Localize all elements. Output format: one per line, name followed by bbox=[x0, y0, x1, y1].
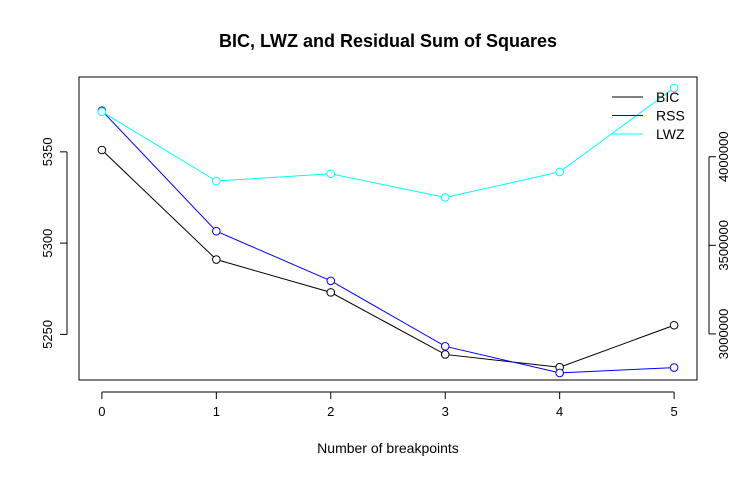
data-point-lwz bbox=[555, 167, 564, 177]
data-point-lwz bbox=[97, 107, 107, 116]
right-tick-label: 3000000 bbox=[716, 309, 731, 360]
data-point-lwz bbox=[440, 193, 450, 202]
data-point-lwz bbox=[326, 169, 336, 179]
data-point-lwz bbox=[669, 83, 679, 93]
data-point-bic bbox=[326, 288, 336, 297]
x-tick-label: 5 bbox=[670, 404, 677, 419]
legend-label-bic: BIC bbox=[656, 89, 679, 105]
right-tick-label: 4000000 bbox=[716, 131, 731, 182]
series-lwz bbox=[97, 83, 679, 202]
left-y-axis: 5250 5300 5350 bbox=[40, 137, 68, 349]
x-tick-label: 3 bbox=[442, 404, 449, 419]
legend: BIC RSS LWZ bbox=[612, 89, 685, 142]
series-bic bbox=[97, 145, 679, 372]
x-axis: 0 1 2 3 4 5 bbox=[98, 391, 678, 419]
data-point-rss bbox=[555, 368, 564, 378]
left-tick-label: 5350 bbox=[40, 137, 55, 166]
x-tick-label: 1 bbox=[213, 404, 220, 419]
right-y-axis: 3000000 3500000 4000000 bbox=[708, 131, 731, 360]
data-point-rss bbox=[212, 226, 221, 236]
right-tick-label: 3500000 bbox=[716, 220, 731, 271]
x-tick-label: 0 bbox=[98, 404, 105, 419]
data-point-bic bbox=[669, 320, 679, 330]
series-layer bbox=[97, 83, 679, 378]
series-line-lwz bbox=[101, 87, 675, 198]
x-axis-label: Number of breakpoints bbox=[317, 440, 459, 456]
legend-label-lwz: LWZ bbox=[656, 126, 685, 142]
series-line-rss bbox=[101, 110, 675, 374]
data-point-lwz bbox=[212, 176, 221, 186]
data-point-bic bbox=[212, 255, 221, 264]
data-point-bic bbox=[97, 145, 107, 155]
chart-title: BIC, LWZ and Residual Sum of Squares bbox=[219, 31, 557, 51]
data-point-rss bbox=[440, 342, 450, 351]
data-point-rss bbox=[326, 276, 336, 286]
data-point-rss bbox=[669, 363, 679, 372]
series-rss bbox=[97, 106, 679, 378]
series-line-bic bbox=[101, 149, 675, 368]
data-point-bic bbox=[440, 350, 450, 359]
x-tick-label: 4 bbox=[556, 404, 563, 419]
x-tick-label: 2 bbox=[327, 404, 334, 419]
left-tick-label: 5250 bbox=[40, 320, 55, 349]
plot-area-frame bbox=[78, 76, 698, 381]
left-tick-label: 5300 bbox=[40, 229, 55, 258]
legend-label-rss: RSS bbox=[656, 108, 685, 124]
